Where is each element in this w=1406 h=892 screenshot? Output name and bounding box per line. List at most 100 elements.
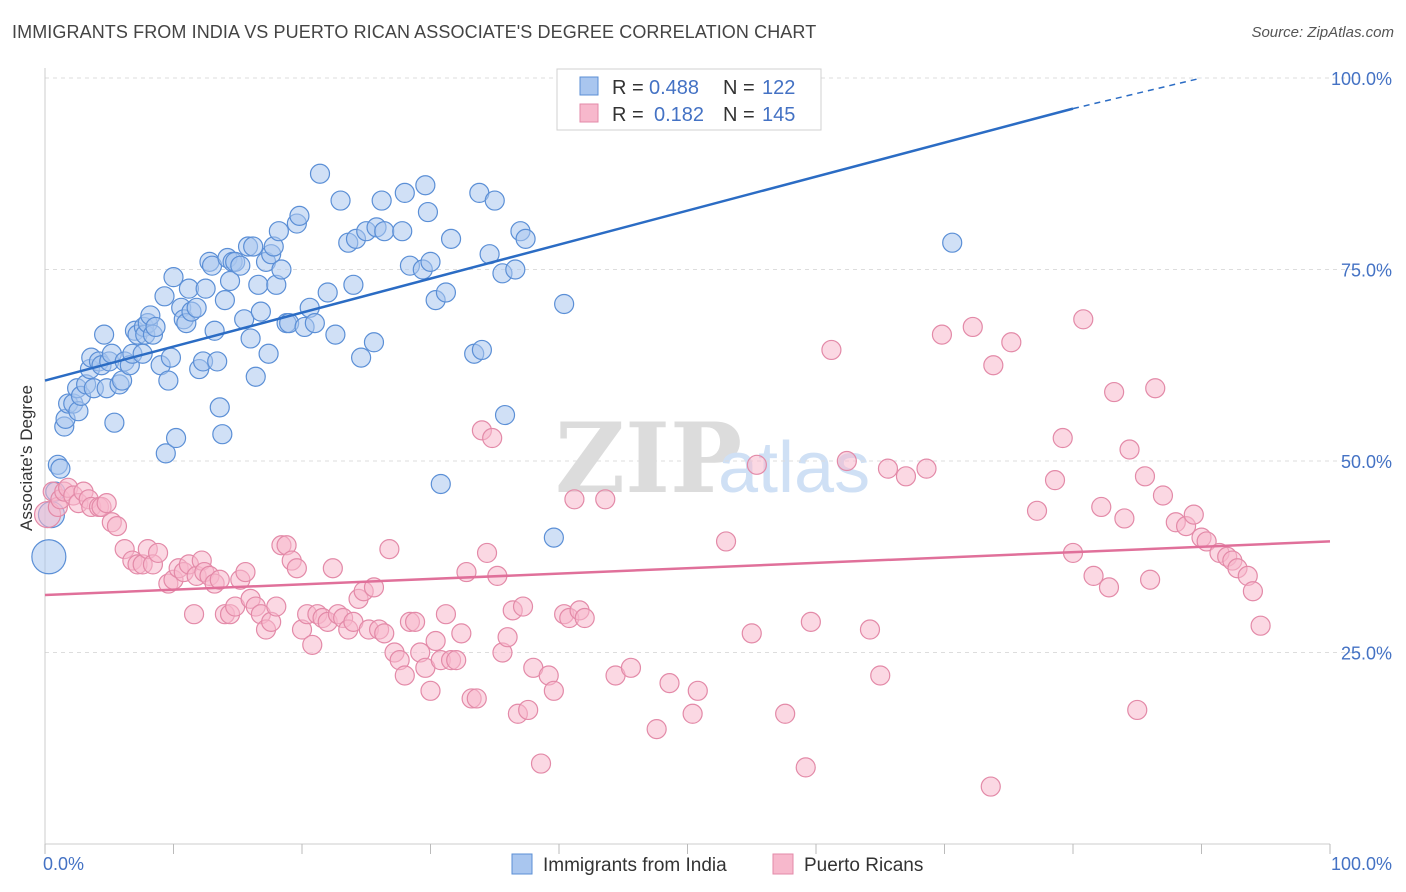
y-tick-label-50: 50.0%: [1341, 452, 1392, 472]
point-puerto-rican: [1091, 496, 1112, 518]
point-india: [330, 190, 351, 211]
point-puerto-rican: [620, 657, 642, 678]
point-puerto-rican: [741, 623, 762, 644]
point-puerto-rican: [425, 630, 446, 652]
point-india: [158, 370, 179, 391]
point-india: [145, 316, 166, 338]
point-india: [309, 163, 331, 184]
point-india: [374, 221, 395, 242]
point-puerto-rican: [106, 516, 128, 537]
point-puerto-rican: [1073, 309, 1094, 330]
y-tick-label-75: 75.0%: [1341, 261, 1392, 281]
point-puerto-rican: [1134, 466, 1156, 487]
point-india: [484, 190, 505, 211]
point-puerto-rican: [746, 454, 767, 475]
point-india: [245, 366, 266, 387]
point-india: [415, 175, 436, 196]
point-puerto-rican: [931, 324, 953, 345]
point-puerto-rican: [962, 316, 983, 338]
point-puerto-rican: [1104, 381, 1125, 403]
point-india: [94, 324, 115, 345]
point-puerto-rican: [1183, 504, 1204, 525]
legend-swatch-india: [579, 76, 599, 96]
point-puerto-rican: [435, 604, 457, 625]
point-puerto-rican: [446, 650, 467, 671]
stats-legend-box: [556, 68, 822, 131]
point-puerto-rican: [209, 569, 230, 590]
axes: [44, 68, 1331, 854]
point-puerto-rican: [235, 561, 256, 583]
point-india: [154, 286, 175, 307]
point-india: [351, 347, 372, 368]
point-india: [258, 343, 279, 364]
legend-r-value-india: 0.488: [649, 77, 699, 99]
point-puerto-rican: [916, 458, 937, 479]
point-india: [363, 332, 385, 353]
point-india: [543, 527, 564, 548]
point-puerto-rican: [895, 466, 917, 487]
point-puerto-rican: [1098, 577, 1120, 598]
point-india: [942, 232, 963, 253]
trend-lines: [44, 77, 1331, 597]
point-puerto-rican: [1119, 439, 1140, 460]
point-puerto-rican: [687, 680, 708, 701]
point-puerto-rican: [482, 427, 503, 449]
trend-line-india-extension: [1072, 77, 1202, 110]
point-india: [417, 201, 439, 223]
point-india: [515, 228, 536, 249]
bottom-legend-swatch-puerto-rican: [772, 853, 794, 875]
point-puerto-rican: [476, 542, 498, 564]
point-puerto-rican: [646, 718, 667, 740]
point-puerto-rican: [1083, 565, 1104, 587]
legend-n-label-puerto-rican: N =: [723, 104, 755, 126]
legend-n-value-puerto-rican: 145: [762, 104, 795, 126]
point-india: [163, 267, 184, 288]
point-puerto-rican: [420, 680, 441, 701]
bottom-legend-label-puerto-rican: Puerto Ricans: [804, 855, 923, 876]
point-india: [430, 473, 451, 495]
point-puerto-rican: [266, 596, 287, 617]
legend-r-label-india: R =: [612, 77, 644, 99]
point-puerto-rican: [800, 611, 821, 632]
point-puerto-rican: [715, 531, 737, 552]
point-india: [209, 397, 230, 418]
point-puerto-rican: [1044, 470, 1066, 491]
bottom-legend-label-india: Immigrants from India: [543, 855, 727, 876]
point-puerto-rican: [379, 538, 400, 560]
point-puerto-rican: [775, 703, 796, 724]
point-india: [371, 190, 392, 211]
point-puerto-rican: [682, 703, 703, 724]
point-india: [243, 236, 264, 257]
point-puerto-rican: [512, 596, 534, 617]
point-india: [394, 182, 415, 203]
point-puerto-rican: [1114, 508, 1135, 529]
legend-n-value-india: 122: [762, 77, 795, 99]
legend-r-value-puerto-rican: 0.182: [654, 104, 704, 126]
watermark-zip: ZIP: [555, 402, 742, 515]
point-puerto-rican: [859, 619, 881, 640]
point-india: [343, 274, 364, 295]
point-puerto-rican: [183, 604, 205, 625]
point-india: [271, 259, 292, 280]
point-puerto-rican: [795, 757, 816, 778]
point-puerto-rican: [564, 489, 585, 510]
point-india: [440, 228, 462, 249]
point-puerto-rican: [394, 665, 415, 686]
point-puerto-rican: [836, 450, 857, 472]
point-puerto-rican: [659, 673, 680, 694]
point-india: [186, 297, 207, 318]
point-puerto-rican: [1250, 615, 1271, 636]
point-india: [471, 339, 492, 361]
point-puerto-rican: [1145, 378, 1166, 399]
point-india: [420, 251, 441, 272]
point-india: [160, 347, 182, 368]
series-legend: Immigrants from India Puerto Ricans: [511, 853, 923, 876]
point-india: [165, 427, 187, 449]
x-tick-label-max: 100.0%: [1331, 854, 1392, 874]
point-puerto-rican: [96, 493, 117, 514]
point-india: [494, 404, 516, 426]
point-india: [248, 274, 269, 295]
point-puerto-rican: [821, 339, 842, 361]
point-puerto-rican: [870, 665, 891, 686]
